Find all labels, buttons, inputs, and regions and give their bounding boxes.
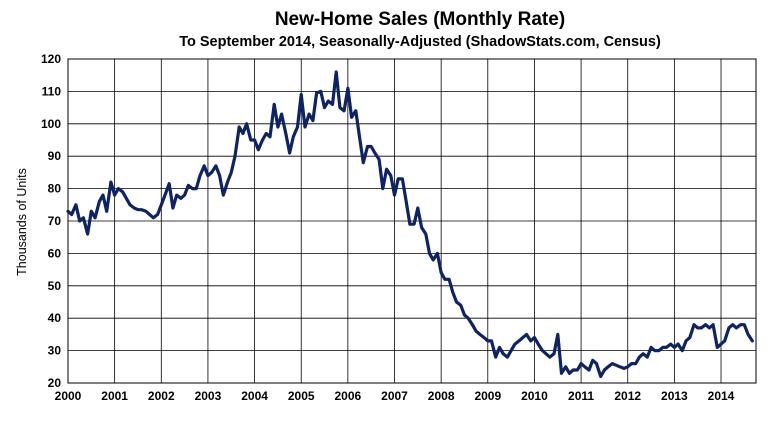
y-tick-label: 60: [48, 246, 62, 260]
y-tick-label: 50: [48, 279, 62, 293]
y-tick-label: 90: [48, 149, 62, 163]
x-tick-label: 2006: [335, 389, 362, 403]
y-tick-label: 20: [48, 376, 62, 390]
y-tick-label: 70: [48, 214, 62, 228]
x-tick-label: 2009: [474, 389, 501, 403]
y-tick-label: 30: [48, 344, 62, 358]
gridlines: [68, 59, 756, 383]
x-tick-label: 2002: [148, 389, 175, 403]
x-tick-label: 2010: [521, 389, 548, 403]
x-tick-label: 2005: [288, 389, 315, 403]
x-tick-label: 2003: [195, 389, 222, 403]
x-tick-label: 2001: [101, 389, 128, 403]
x-tick-label: 2011: [568, 389, 594, 403]
x-tick-label: 2000: [55, 389, 82, 403]
y-tick-label: 80: [48, 182, 62, 196]
x-tick-label: 2007: [381, 389, 408, 403]
x-tick-label: 2014: [708, 389, 735, 403]
x-tick-label: 2008: [428, 389, 455, 403]
series-group: [66, 70, 754, 379]
chart-subtitle: To September 2014, Seasonally-Adjusted (…: [179, 34, 661, 50]
x-tick-label: 2013: [661, 389, 688, 403]
series-line: [66, 70, 754, 379]
y-tick-labels: 20 30 40 50 60 70 80 90 100 110 120: [41, 52, 61, 390]
x-tick-labels: 2000 2001 2002 2003 2004 2005 2006 2007 2008 2009…: [55, 389, 735, 403]
chart-title: New-Home Sales (Monthly Rate): [275, 9, 565, 30]
y-tick-label: 110: [42, 84, 62, 98]
y-tick-label: 120: [41, 52, 61, 66]
x-tick-label: 2004: [241, 389, 268, 403]
y-axis-label: Thousands of Units: [15, 168, 29, 276]
y-tick-label: 40: [48, 311, 62, 325]
plot-area: [67, 58, 757, 384]
y-tick-label: 100: [41, 117, 61, 131]
x-tick-label: 2012: [614, 389, 641, 403]
